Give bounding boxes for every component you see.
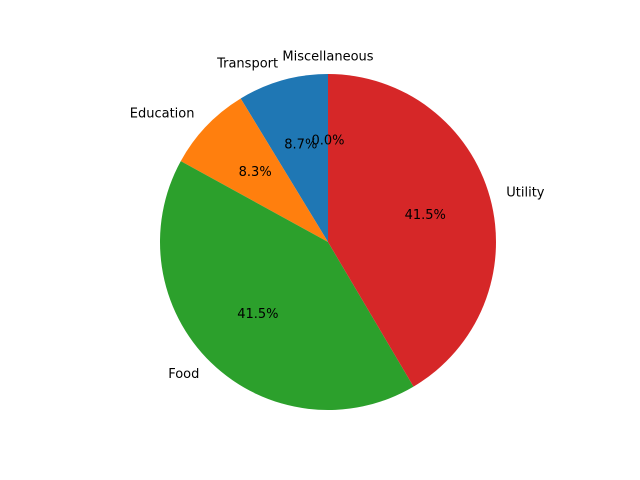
slice-food: [159, 161, 414, 411]
slice-label-utility: Utility: [506, 186, 545, 201]
slice-pct-food: 41.5%: [237, 307, 278, 322]
slice-pct-education: 8.3%: [239, 165, 272, 180]
slice-pct-utility: 41.5%: [405, 208, 446, 223]
slice-label-food: Food: [168, 367, 199, 382]
pie-slices: [159, 74, 496, 411]
slice-utility: [328, 74, 496, 387]
pie-labels: Transport 8.7% Education 8.3% Food 41.5% Utili…: [130, 50, 545, 383]
slice-pct-miscellaneous: 0.0%: [311, 134, 344, 149]
slice-pct-transport: 8.7%: [284, 137, 317, 152]
slice-label-transport: Transport: [216, 57, 278, 72]
slice-label-education: Education: [130, 107, 195, 122]
slice-education: [180, 98, 328, 243]
slice-label-miscellaneous: Miscellaneous: [282, 50, 373, 65]
slice-transport: [240, 74, 328, 242]
